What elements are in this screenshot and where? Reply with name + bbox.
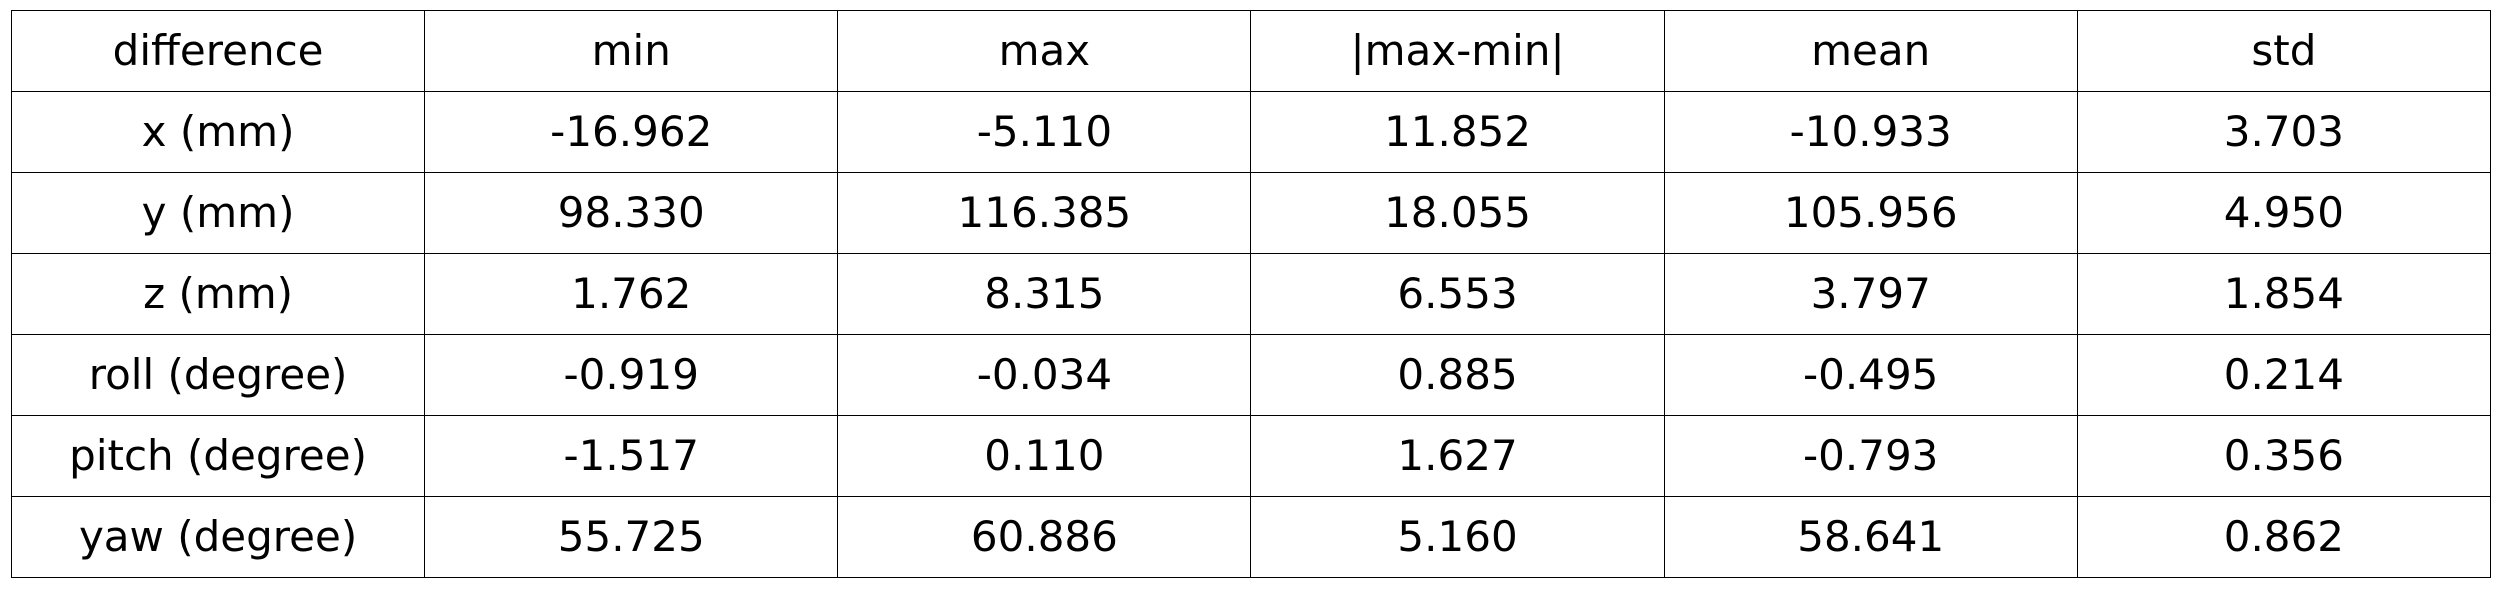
table-cell-range: 5.160 [1250,496,1665,578]
table-cell-label: pitch (degree) [10,415,426,497]
table-cell-range: 18.055 [1250,172,1665,254]
table-cell-std: 0.862 [2076,496,2491,578]
table-cell-mean: 58.641 [1663,496,2078,578]
table-cell-mean: 105.956 [1663,172,2078,254]
table-cell-max: 0.110 [837,415,1252,497]
table-row: pitch (degree) -1.517 0.110 1.627 -0.793 0.35… [10,415,2491,497]
table-cell-min: -16.962 [424,91,839,173]
table-cell-label: z (mm) [10,253,426,335]
table-cell-max: 8.315 [837,253,1252,335]
table-row: y (mm) 98.330 116.385 18.055 105.956 4.950 [10,172,2491,254]
table-cell-max: -5.110 [837,91,1252,173]
table-cell-mean: -0.793 [1663,415,2078,497]
table-cell-range: 6.553 [1250,253,1665,335]
statistics-table: difference min max |max-min| mean std x … [10,10,2491,578]
table-cell-std: 0.214 [2076,334,2491,416]
table-cell-min: 98.330 [424,172,839,254]
header-cell-min: min [424,10,839,92]
header-cell-std: std [2076,10,2491,92]
table-cell-max: -0.034 [837,334,1252,416]
table-cell-min: -0.919 [424,334,839,416]
table-row: roll (degree) -0.919 -0.034 0.885 -0.495 0.21… [10,334,2491,416]
table-row: x (mm) -16.962 -5.110 11.852 -10.933 3.703 [10,91,2491,173]
table-body: difference min max |max-min| mean std x … [10,10,2491,578]
table-cell-std: 4.950 [2076,172,2491,254]
table-cell-range: 1.627 [1250,415,1665,497]
table-cell-min: 1.762 [424,253,839,335]
table-cell-max: 60.886 [837,496,1252,578]
table-cell-mean: -0.495 [1663,334,2078,416]
table-cell-mean: 3.797 [1663,253,2078,335]
table-cell-label: roll (degree) [10,334,426,416]
table-cell-std: 0.356 [2076,415,2491,497]
header-row: difference min max |max-min| mean std [10,10,2491,92]
header-cell-difference: difference [10,10,426,92]
table-cell-std: 3.703 [2076,91,2491,173]
table-cell-range: 11.852 [1250,91,1665,173]
table-cell-max: 116.385 [837,172,1252,254]
table-cell-std: 1.854 [2076,253,2491,335]
table-cell-range: 0.885 [1250,334,1665,416]
table-cell-min: -1.517 [424,415,839,497]
table-cell-label: y (mm) [10,172,426,254]
header-cell-max: max [837,10,1252,92]
table-cell-label: x (mm) [10,91,426,173]
header-cell-range: |max-min| [1250,10,1665,92]
table-row: z (mm) 1.762 8.315 6.553 3.797 1.854 [10,253,2491,335]
table-row: yaw (degree) 55.725 60.886 5.160 58.641 0.862 [10,496,2491,578]
table-cell-label: yaw (degree) [10,496,426,578]
table-cell-min: 55.725 [424,496,839,578]
table-cell-mean: -10.933 [1663,91,2078,173]
header-cell-mean: mean [1663,10,2078,92]
